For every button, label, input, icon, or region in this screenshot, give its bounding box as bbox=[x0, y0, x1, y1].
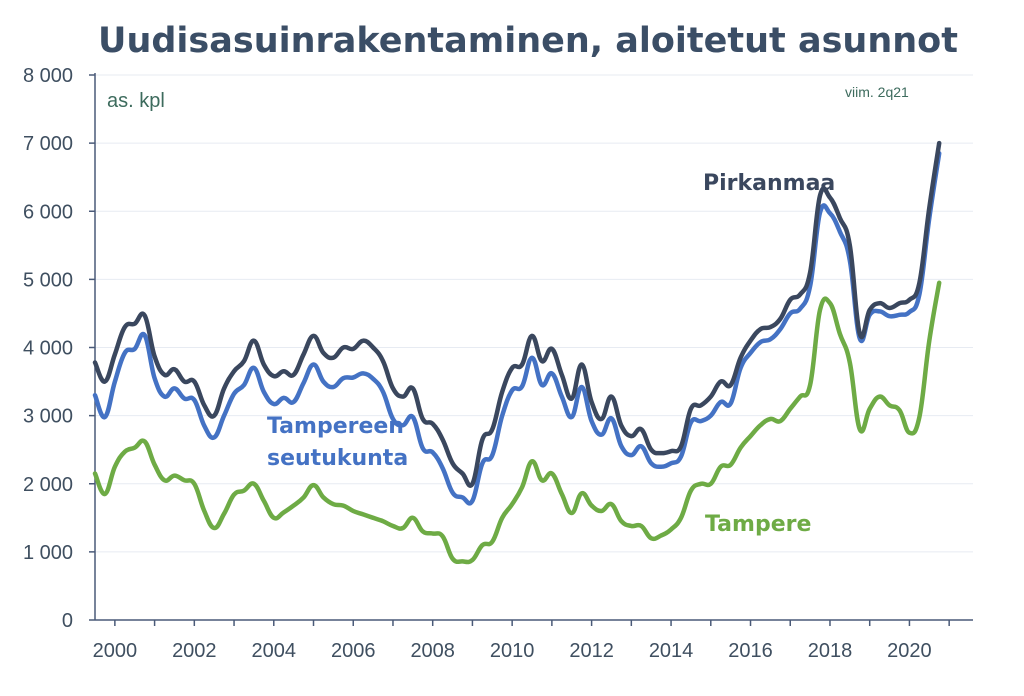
y-tick-label: 2 000 bbox=[23, 474, 73, 496]
series-label-tampere: Tampere bbox=[705, 512, 811, 537]
x-tick-label: 2020 bbox=[887, 640, 932, 662]
y-tick-label: 5 000 bbox=[23, 269, 73, 291]
grid-lines bbox=[95, 74, 973, 553]
y-tick-label: 7 000 bbox=[23, 133, 73, 155]
axes bbox=[89, 73, 973, 626]
series-lines bbox=[92, 140, 942, 565]
y-tick-labels: 0 1 000 2 000 3 000 4 000 5 000 6 000 7 000 8 00… bbox=[23, 65, 73, 632]
x-tick-label: 2004 bbox=[252, 640, 297, 662]
series-labels: Pirkanmaa Tampereen seutukunta Tampere bbox=[267, 171, 835, 537]
y-tick-label: 1 000 bbox=[23, 542, 73, 564]
x-tick-label: 2010 bbox=[490, 640, 535, 662]
x-tick-label: 2002 bbox=[172, 640, 217, 662]
y-tick-label: 8 000 bbox=[23, 65, 73, 87]
x-tick-label: 2008 bbox=[410, 640, 455, 662]
x-tick-labels: 2000 2002 2004 2006 2008 2010 2012 2014 2016 2018… bbox=[93, 640, 932, 662]
x-tick-label: 2018 bbox=[808, 640, 853, 662]
x-tick-label: 2012 bbox=[569, 640, 614, 662]
y-tick-label: 4 000 bbox=[23, 338, 73, 360]
chart-title: Uudisasuinrakentaminen, aloitetut asunno… bbox=[98, 21, 958, 61]
y-tick-label: 6 000 bbox=[23, 201, 73, 223]
x-tick-label: 2006 bbox=[331, 640, 376, 662]
y-tick-label: 0 bbox=[62, 610, 73, 632]
x-tick-label: 2016 bbox=[728, 640, 773, 662]
y-tick-label: 3 000 bbox=[23, 406, 73, 428]
series-line-pirkanmaa bbox=[92, 140, 942, 488]
series-label-seutukunta: Tampereen bbox=[267, 414, 404, 439]
series-line-tampere bbox=[92, 280, 942, 565]
x-tick-label: 2014 bbox=[649, 640, 694, 662]
series-label-seutukunta: seutukunta bbox=[267, 446, 408, 471]
data-note: viim. 2q21 bbox=[845, 84, 909, 100]
unit-label: as. kpl bbox=[107, 90, 165, 112]
x-tick-label: 2000 bbox=[93, 640, 138, 662]
series-label-pirkanmaa: Pirkanmaa bbox=[703, 171, 835, 196]
series-line-seutukunta bbox=[92, 151, 942, 506]
